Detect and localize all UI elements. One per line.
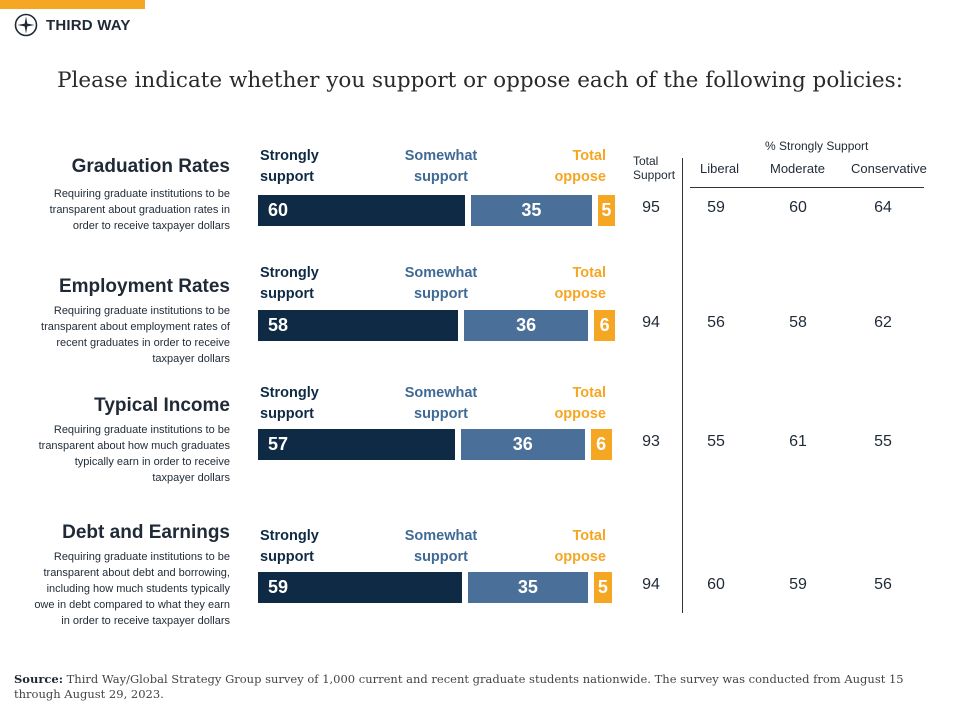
moderate-header: Moderate — [770, 161, 825, 176]
liberal-value: 59 — [707, 199, 725, 216]
strongly-support-label: Strongly support — [260, 148, 319, 185]
policy-description: Requiring graduate institutions to be tr… — [38, 424, 230, 484]
bar-total-oppose — [597, 195, 615, 226]
moderate-value: 60 — [789, 199, 807, 216]
conservative-value: 55 — [874, 433, 892, 450]
bar-somewhat-support — [467, 572, 589, 603]
source-note: Source: Third Way/Global Strategy Group … — [14, 672, 944, 702]
brand-logo: THIRD WAY — [14, 13, 131, 37]
bar-strongly-support-value: 60 — [268, 200, 289, 220]
somewhat-support-label: Somewhat support — [404, 148, 478, 185]
bar-somewhat-support-value: 36 — [512, 434, 533, 454]
bar-strongly-support — [258, 429, 455, 460]
policy-name: Typical Income — [94, 395, 230, 416]
table-divider-vertical — [682, 158, 683, 613]
liberal-value: 55 — [707, 433, 725, 450]
bar-total-oppose — [594, 572, 612, 603]
conservative-header: Conservative — [851, 161, 927, 176]
policy-name: Employment Rates — [58, 276, 230, 297]
strongly-support-label: Strongly support — [260, 385, 319, 422]
bar-total-oppose-value: 5 — [601, 200, 612, 220]
liberal-header: Liberal — [700, 161, 740, 176]
total-support-header: Total Support — [633, 154, 676, 182]
total-oppose-label: Total oppose — [554, 265, 606, 302]
bar-total-oppose — [590, 429, 612, 460]
policy-description: Requiring graduate institutions to be tr… — [49, 188, 230, 232]
moderate-value: 59 — [789, 576, 807, 593]
top-accent-bar — [0, 0, 145, 9]
policy-description: Requiring graduate institutions to be tr… — [34, 551, 230, 627]
bar-somewhat-support — [471, 195, 592, 226]
policy-name: Debt and Earnings — [62, 522, 230, 543]
bar-strongly-support-value: 58 — [268, 315, 289, 335]
somewhat-support-label: Somewhat support — [404, 528, 478, 565]
bar-strongly-support-value: 57 — [268, 434, 289, 454]
strongly-support-label: Strongly support — [260, 528, 319, 565]
conservative-value: 56 — [874, 576, 892, 593]
policy-name: Graduation Rates — [71, 156, 230, 177]
total-oppose-label: Total oppose — [554, 385, 606, 422]
compass-icon — [14, 13, 38, 37]
brand-name: THIRD WAY — [46, 16, 131, 34]
bar-total-oppose-value: 6 — [599, 315, 610, 335]
bar-total-oppose-value: 5 — [597, 577, 608, 597]
strongly-support-group-header: % Strongly Support — [765, 139, 869, 153]
liberal-value: 60 — [707, 576, 725, 593]
conservative-value: 64 — [874, 199, 892, 216]
source-label: Source: — [14, 672, 63, 686]
moderate-value: 58 — [789, 314, 807, 331]
strongly-support-label: Strongly support — [260, 265, 319, 302]
somewhat-support-label: Somewhat support — [404, 265, 478, 302]
bar-strongly-support — [258, 310, 459, 341]
bar-total-oppose-value: 6 — [596, 434, 607, 454]
bar-somewhat-support-value: 35 — [521, 200, 542, 220]
table-divider-horizontal — [690, 187, 924, 188]
bar-strongly-support — [258, 572, 462, 603]
bar-total-oppose — [594, 310, 615, 341]
total-support-value: 95 — [642, 199, 660, 216]
total-support-value: 94 — [642, 576, 660, 593]
liberal-value: 56 — [707, 314, 725, 331]
bar-strongly-support — [258, 195, 465, 226]
somewhat-support-label: Somewhat support — [404, 385, 478, 422]
bar-somewhat-support-value: 36 — [516, 315, 537, 335]
total-support-value: 93 — [642, 433, 660, 450]
policy-description: Requiring graduate institutions to be tr… — [41, 305, 230, 365]
total-oppose-label: Total oppose — [554, 528, 606, 565]
bar-somewhat-support — [460, 429, 585, 460]
bar-somewhat-support — [464, 310, 589, 341]
bar-somewhat-support-value: 35 — [517, 577, 538, 597]
moderate-value: 61 — [789, 433, 807, 450]
total-support-value: 94 — [642, 314, 660, 331]
conservative-value: 62 — [874, 314, 892, 331]
source-text: Third Way/Global Strategy Group survey o… — [14, 672, 904, 701]
page-title: Please indicate whether you support or o… — [57, 68, 903, 93]
total-oppose-label: Total oppose — [554, 148, 606, 185]
bar-strongly-support-value: 59 — [268, 577, 289, 597]
